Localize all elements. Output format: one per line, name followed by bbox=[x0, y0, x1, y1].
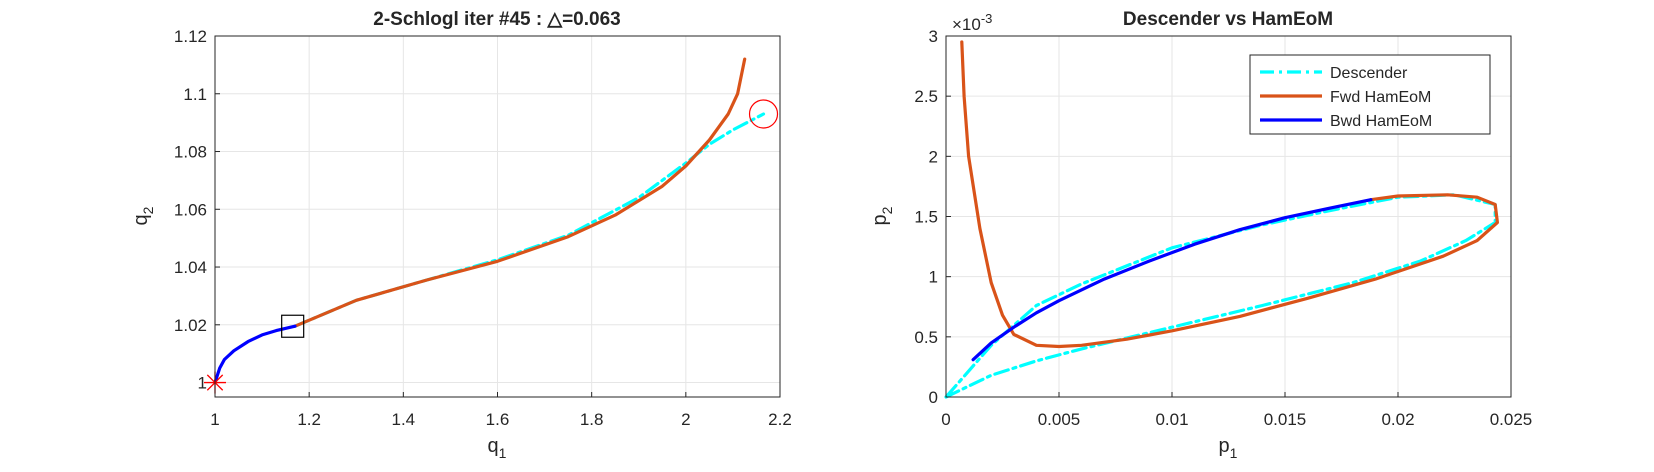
right-series bbox=[944, 40, 1500, 399]
y-tick-label: 0.5 bbox=[914, 328, 938, 347]
square-marker bbox=[281, 314, 305, 338]
series-line-bwd bbox=[213, 324, 297, 385]
y-tick-label: 2.5 bbox=[914, 87, 938, 106]
x-tick-label: 2 bbox=[681, 410, 690, 429]
legend: Descender Fwd HamEoM Bwd HamEoM bbox=[1249, 54, 1491, 135]
legend-label-fwd: Fwd HamEoM bbox=[1330, 89, 1431, 106]
series-line-fwd bbox=[960, 40, 1500, 349]
y-tick-label: 1.12 bbox=[174, 27, 207, 46]
x-tick-label: 1.8 bbox=[580, 410, 604, 429]
y-tick-label: 1.08 bbox=[174, 143, 207, 162]
y-tick-label: 3 bbox=[929, 27, 938, 46]
series-line-bwd bbox=[971, 198, 1373, 362]
right-ylabel: p2 bbox=[869, 206, 895, 225]
y-tick-label: 1.5 bbox=[914, 208, 938, 227]
left-xlabel-sub: 1 bbox=[499, 445, 507, 461]
right-ylabel-base: p bbox=[869, 214, 891, 225]
left-axes-box bbox=[214, 35, 781, 398]
left-chart-title: 2-Schlogl iter #45 : △=0.063 bbox=[373, 9, 620, 30]
left-ylabel: q2 bbox=[130, 206, 156, 225]
legend-label-bwd: Bwd HamEoM bbox=[1330, 113, 1432, 130]
y-tick-label: 1 bbox=[929, 268, 938, 287]
end-circle-marker bbox=[748, 99, 779, 129]
left-ylabel-sub: 2 bbox=[140, 206, 156, 214]
right-xlabel: p1 bbox=[1219, 435, 1238, 461]
left-series bbox=[213, 57, 766, 385]
right-ylabel-sub: 2 bbox=[879, 206, 895, 214]
right-y-exponent-power: -3 bbox=[981, 11, 993, 26]
x-tick-label: 2.2 bbox=[768, 410, 792, 429]
series-line-fwd bbox=[293, 57, 747, 328]
x-tick-label: 1.2 bbox=[297, 410, 321, 429]
right-xlabel-sub: 1 bbox=[1230, 445, 1238, 461]
x-tick-label: 0.02 bbox=[1381, 410, 1414, 429]
y-tick-label: 1.1 bbox=[183, 85, 207, 104]
right-ticks: 0 0.005 0.01 0.015 0.02 0.025 0 0.5 1 1.5 2 2.5 3 bbox=[914, 27, 1532, 429]
y-tick-label: 0 bbox=[929, 388, 938, 407]
right-y-exponent: ×10-3 bbox=[952, 11, 992, 34]
left-ylabel-base: q bbox=[130, 214, 152, 225]
left-xlabel: q1 bbox=[488, 435, 507, 461]
x-tick-label: 1.4 bbox=[392, 410, 416, 429]
x-tick-label: 0 bbox=[941, 410, 950, 429]
x-tick-label: 0.015 bbox=[1264, 410, 1307, 429]
x-tick-label: 0.005 bbox=[1038, 410, 1081, 429]
x-tick-label: 0.025 bbox=[1490, 410, 1533, 429]
right-chart-title: Descender vs HamEoM bbox=[1123, 9, 1333, 30]
left-xlabel-base: q bbox=[488, 435, 499, 457]
x-tick-label: 1 bbox=[210, 410, 219, 429]
y-tick-label: 1.06 bbox=[174, 200, 207, 219]
right-axes-box bbox=[945, 35, 1512, 398]
x-tick-label: 0.01 bbox=[1155, 410, 1188, 429]
y-tick-label: 2 bbox=[929, 147, 938, 166]
y-tick-label: 1.02 bbox=[174, 316, 207, 335]
x-tick-label: 1.6 bbox=[486, 410, 510, 429]
right-xlabel-base: p bbox=[1219, 435, 1230, 457]
right-chart: 0 0.005 0.01 0.015 0.02 0.025 0 0.5 1 1.5 2 2.5 3 De… bbox=[869, 9, 1532, 461]
legend-label-descender: Descender bbox=[1330, 65, 1408, 82]
y-tick-label: 1.04 bbox=[174, 258, 207, 277]
left-chart: 1 1.2 1.4 1.6 1.8 2 2.2 1 1.02 1.04 1.06 1.08 1.1 1.1… bbox=[130, 9, 792, 461]
left-ticks: 1 1.2 1.4 1.6 1.8 2 2.2 1 1.02 1.04 1.06 1.08 1.1 1.1… bbox=[174, 27, 792, 429]
y-tick-label: 1 bbox=[198, 374, 207, 393]
